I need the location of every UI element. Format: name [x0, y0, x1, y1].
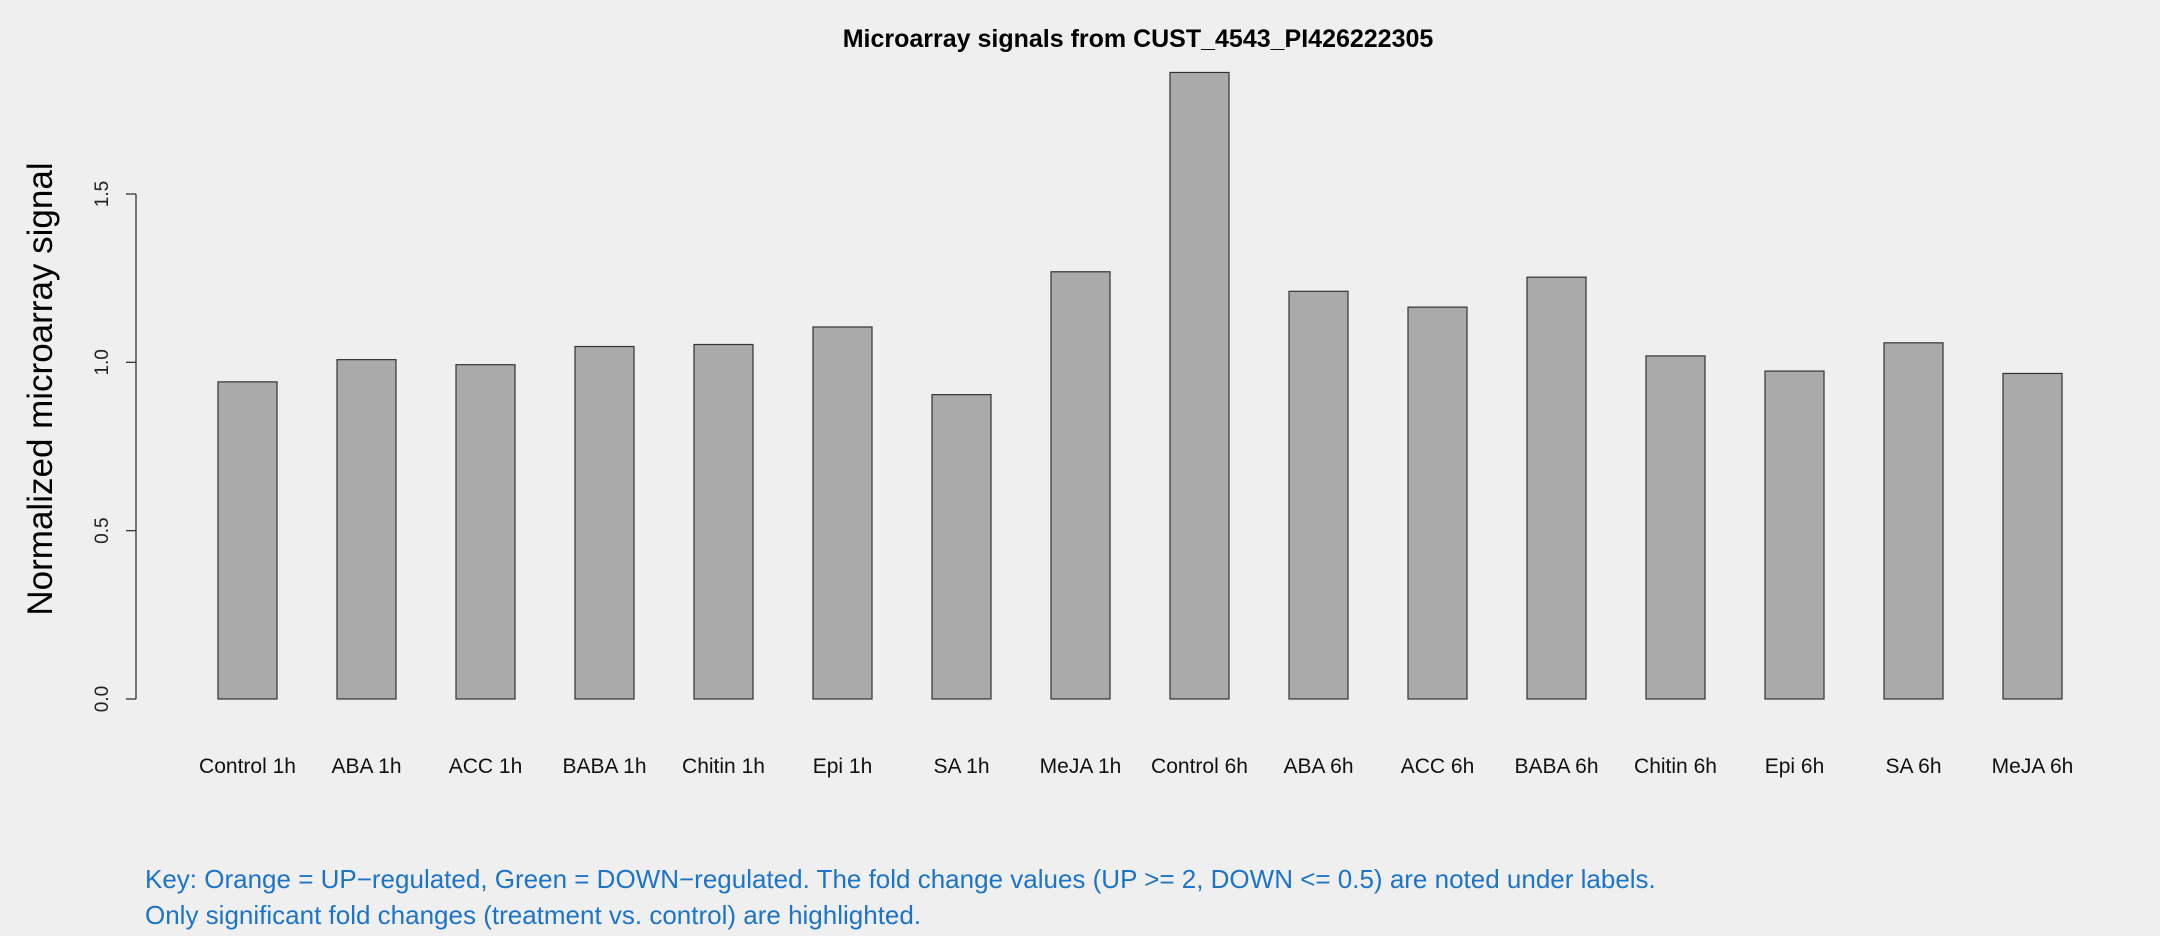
bar-aba-6h	[1288, 290, 1349, 700]
chart-title: Microarray signals from CUST_4543_PI4262…	[843, 25, 1434, 53]
y-tick-label: 0.5	[92, 517, 113, 543]
x-tick-label: ABA 1h	[331, 755, 401, 778]
x-tick-label: BABA 1h	[562, 755, 646, 778]
bar-sa-1h	[931, 394, 992, 700]
x-tick-label: Chitin 6h	[1634, 755, 1717, 778]
x-tick-label: MeJA 1h	[1040, 755, 1122, 778]
y-tick-label: 1.5	[92, 181, 113, 207]
bar-control-6h	[1169, 71, 1230, 700]
x-tick-label: SA 6h	[1885, 755, 1941, 778]
y-axis: 0.0 0.5 1.0 1.5	[92, 181, 137, 712]
x-tick-label: ABA 6h	[1283, 755, 1353, 778]
x-tick-label: Epi 6h	[1765, 755, 1825, 778]
bar-meja-6h	[2002, 372, 2063, 700]
y-tick-label: 1.0	[92, 349, 113, 375]
x-tick-label: Control 6h	[1151, 755, 1248, 778]
key-line-1: Key: Orange = UP−regulated, Green = DOWN…	[145, 864, 1656, 894]
bar-chitin-1h	[693, 343, 754, 700]
bar-acc-6h	[1407, 306, 1468, 700]
x-tick-label: Epi 1h	[813, 755, 873, 778]
x-tick-label: ACC 1h	[449, 755, 523, 778]
bar-meja-1h	[1050, 271, 1111, 700]
bar-acc-1h	[455, 364, 516, 700]
y-tick-label: 0.0	[92, 686, 113, 712]
bar-chart: Microarray signals from CUST_4543_PI4262…	[21, 25, 2073, 778]
x-tick-label: SA 1h	[933, 755, 989, 778]
key-line-2: Only significant fold changes (treatment…	[145, 900, 922, 930]
bar-epi-6h	[1764, 370, 1825, 700]
x-tick-label: Control 1h	[199, 755, 296, 778]
x-tick-label: BABA 6h	[1514, 755, 1598, 778]
bar-aba-1h	[336, 359, 397, 700]
bar-sa-6h	[1883, 342, 1944, 700]
y-axis-label: Normalized microarray signal	[21, 162, 60, 615]
bar-epi-1h	[812, 326, 873, 700]
x-tick-label: Chitin 1h	[682, 755, 765, 778]
x-tick-label: MeJA 6h	[1992, 755, 2074, 778]
bar-baba-6h	[1526, 276, 1587, 700]
bar-control-1h	[217, 381, 278, 700]
bar-chitin-6h	[1645, 355, 1706, 700]
x-tick-label: ACC 6h	[1401, 755, 1475, 778]
x-tick-labels: Control 1h ABA 1h ACC 1h BABA 1h Chitin 1h Ep…	[199, 755, 2073, 778]
bars	[217, 71, 2063, 700]
bar-baba-1h	[574, 345, 635, 700]
